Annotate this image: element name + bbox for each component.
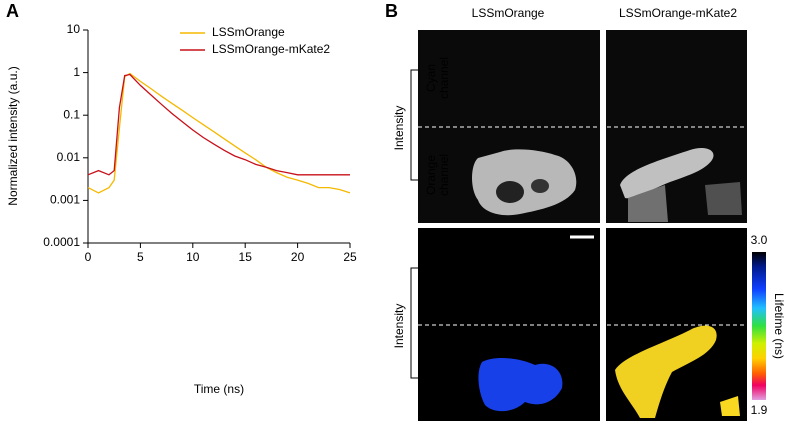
column-header: LSSmOrange-mKate2 [619,6,737,20]
row-label: Orange [424,353,438,393]
x-axis-label: Time (ns) [194,382,244,396]
colorbar-max: 3.0 [751,233,768,247]
cell [615,325,717,418]
row-label: channel [437,352,451,394]
panel-b: B LSSmOrange LSSmOrange-mKate2 Cyan chann… [385,1,786,421]
row-label: channel [437,57,451,99]
cell [472,149,577,216]
cell [628,185,668,222]
column-header: LSSmOrange [472,6,545,20]
row-label: channel [437,255,451,297]
y-tick-label: 0.1 [63,107,80,121]
legend-label: LSSmOrange-mKate2 [212,42,330,56]
x-tick-label: 25 [343,250,357,264]
bracket [410,267,418,379]
legend-label: LSSmOrange [212,25,285,39]
cell-hole [531,179,549,193]
cell [478,358,563,412]
x-tick-label: 10 [186,250,200,264]
y-tick-label: 1 [73,65,80,79]
colorbar-label: Lifetime (ns) [772,293,786,359]
colorbar-min: 1.9 [751,403,768,417]
bracket [410,69,418,181]
y-tick-label: 10 [67,22,81,36]
x-tick-label: 20 [291,250,305,264]
row-label: Cyan [424,64,438,92]
y-tick-label: 0.001 [50,193,80,207]
cell [705,182,742,215]
panel-label: A [6,1,19,21]
row-label: channel [437,154,451,196]
cell-hole [496,181,524,203]
group-label: Intensity [392,106,406,151]
x-tick-label: 0 [85,250,92,264]
plot: 10 1 0.1 0.01 0.001 0.0001 0 5 10 15 20 25 LSSmOrang… [43,22,357,264]
group-label: Intensity [392,304,406,349]
panel-label: B [385,1,398,21]
row-label: Orange [424,155,438,195]
y-tick-label: 0.0001 [43,235,80,249]
y-tick-label: 0.01 [57,150,81,164]
x-tick-label: 15 [239,250,253,264]
x-tick-label: 5 [137,250,144,264]
row-label: Cyan [424,262,438,290]
cell [720,396,740,416]
line-series [87,72,351,194]
line-series [87,73,350,176]
colorbar [752,252,766,400]
cell [620,148,714,199]
y-axis-label: Normalized intensity (a.u.) [6,66,20,205]
